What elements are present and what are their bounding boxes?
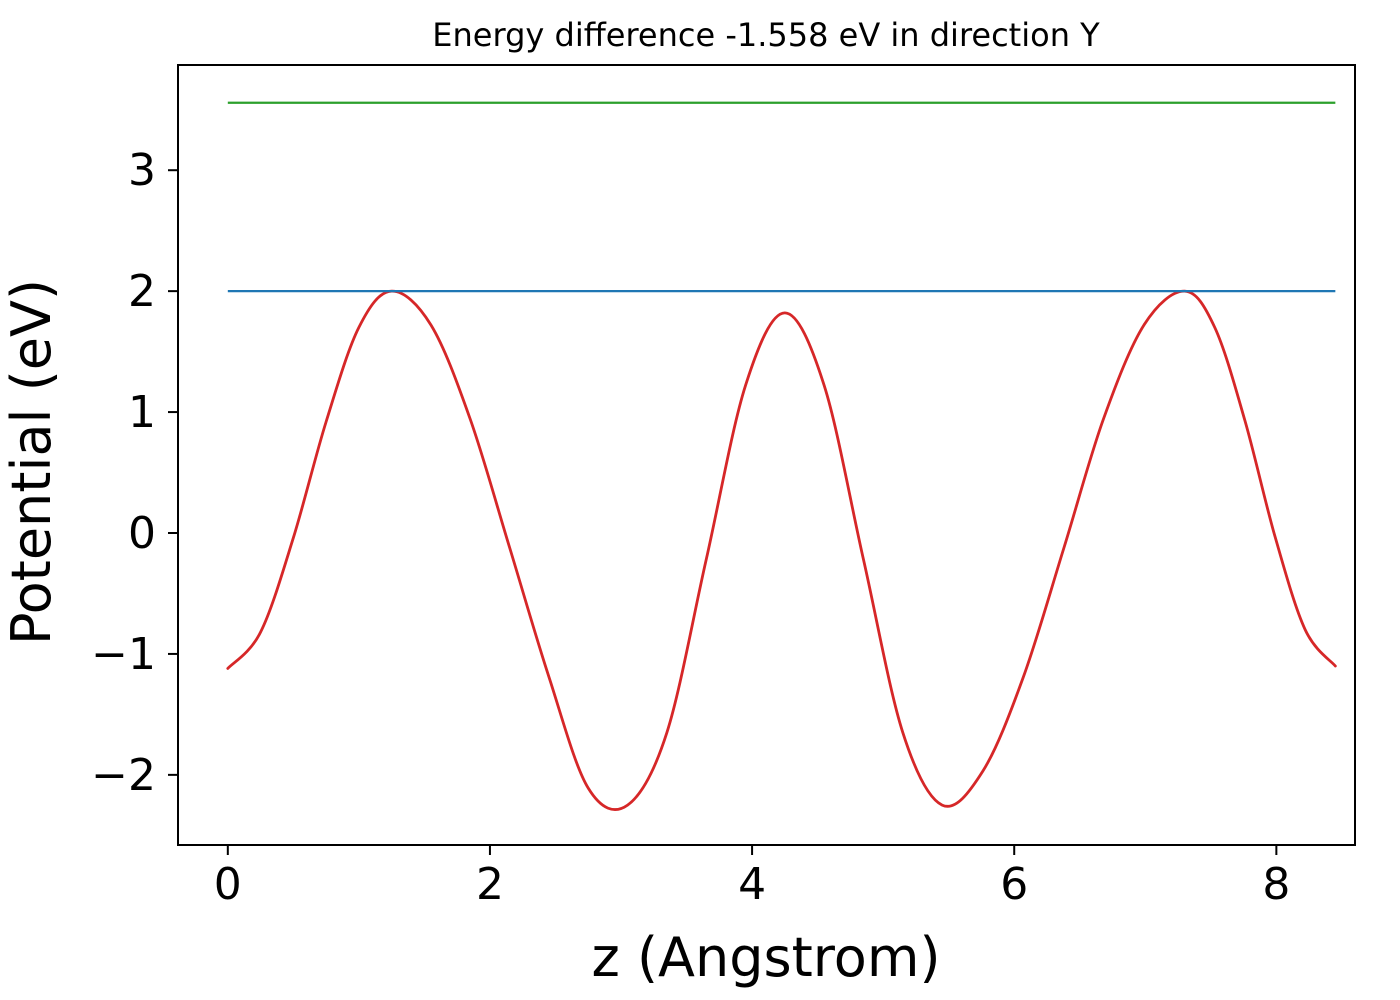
potential-curve: [226, 289, 1337, 811]
series-layer: [226, 101, 1337, 811]
chart-title: Energy difference -1.558 eV in direction…: [432, 16, 1100, 54]
x-tick-label: 8: [1262, 859, 1290, 910]
x-tick-label: 0: [214, 859, 242, 910]
y-tick-label: 0: [128, 508, 156, 559]
y-axis-label: Potential (eV): [0, 279, 63, 645]
y-tick-label: 1: [128, 387, 156, 438]
y-tick-label: −2: [91, 750, 156, 801]
y-tick-label: 2: [128, 266, 156, 317]
x-axis-label: z (Angstrom): [591, 926, 940, 989]
x-tick-label: 4: [738, 859, 766, 910]
plot-border: [177, 64, 1356, 846]
x-tick-label: 2: [476, 859, 504, 910]
x-tick-label: 6: [1000, 859, 1028, 910]
y-tick-label: −1: [91, 629, 156, 680]
axes-layer: 0 2 4 6 8 −2 −1 0 1 2 3: [91, 64, 1356, 910]
y-tick-label: 3: [128, 145, 156, 196]
